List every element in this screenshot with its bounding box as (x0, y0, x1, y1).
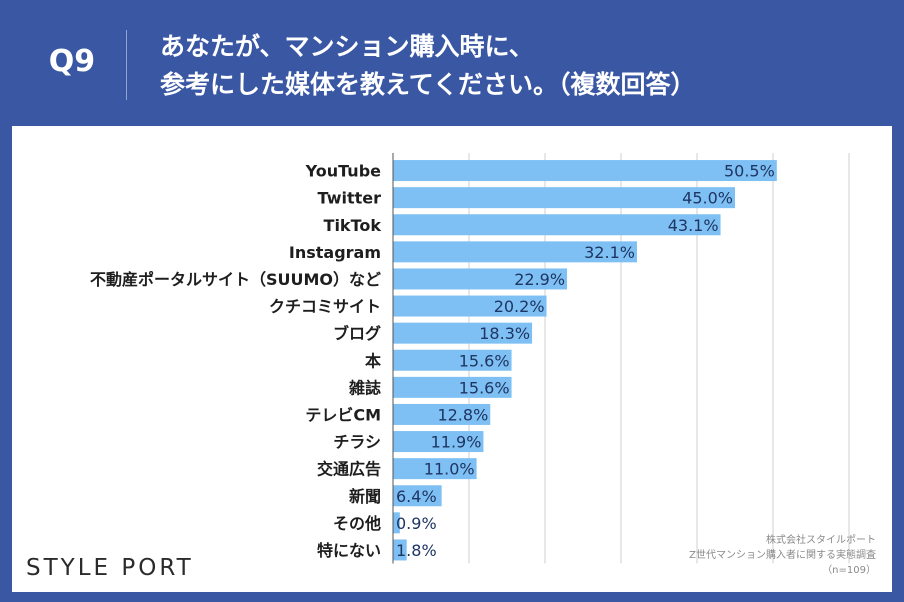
source-survey: Z世代マンション購入者に関する実態調査 (689, 550, 876, 561)
bar (393, 349, 512, 371)
category-label: TikTok (324, 216, 382, 235)
bar (393, 214, 721, 236)
value-label: 18.3% (479, 324, 530, 343)
value-label: 1.8% (396, 541, 437, 560)
bar-chart: YouTube 50.5% Twitter 45.0% TikTok 43.1% Insta… (90, 153, 850, 564)
source-company: 株式会社スタイルポート (766, 535, 876, 546)
chart-panel: YouTube 50.5% Twitter 45.0% TikTok 43.1% Insta… (12, 126, 892, 592)
category-label: テレビCM (305, 405, 381, 424)
value-label: 32.1% (584, 243, 635, 262)
value-label: 11.0% (424, 460, 475, 479)
category-label: Instagram (289, 243, 381, 262)
value-label: 43.1% (668, 216, 719, 235)
category-label: 不動産ポータルサイト（SUUMO）など (90, 270, 381, 289)
bar (393, 403, 491, 425)
value-label: 12.8% (437, 405, 488, 424)
brand-logo: STYLE PORT (26, 555, 194, 581)
category-label: YouTube (305, 162, 382, 181)
category-label: 交通広告 (317, 460, 381, 479)
value-label: 11.9% (431, 433, 482, 452)
category-label: チラシ (333, 433, 381, 452)
category-label: ブログ (333, 324, 381, 343)
value-label: 45.0% (682, 189, 733, 208)
question-number: Q9 (48, 44, 96, 79)
bar (393, 431, 484, 453)
bar (393, 512, 400, 534)
bar (393, 539, 407, 561)
category-label: その他 (333, 514, 381, 533)
value-label: 20.2% (494, 297, 545, 316)
category-label: 本 (365, 351, 381, 370)
bar (393, 376, 512, 398)
bar (393, 485, 442, 507)
category-label: 雑誌 (348, 378, 381, 397)
question-title: あなたが、マンション購入時に、 参考にした媒体を教えてください。（複数回答） (160, 28, 880, 104)
bar (393, 295, 547, 317)
category-label: Twitter (318, 189, 382, 208)
category-label: 新聞 (349, 487, 381, 506)
question-title-line1: あなたが、マンション購入時に、 (160, 32, 534, 61)
header-divider (126, 30, 127, 100)
value-label: 50.5% (724, 162, 775, 181)
header: Q9 あなたが、マンション購入時に、 参考にした媒体を教えてください。（複数回答… (0, 0, 904, 126)
bar (393, 268, 568, 290)
bar (393, 458, 477, 480)
category-label: 特にない (317, 541, 381, 560)
bar (393, 187, 735, 209)
source-note: 株式会社スタイルポート Z世代マンション購入者に関する実態調査 （n=109） (556, 533, 876, 578)
value-label: 6.4% (396, 487, 437, 506)
bar (393, 160, 777, 182)
category-label: クチコミサイト (269, 297, 381, 316)
value-label: 15.6% (459, 378, 510, 397)
value-label: 0.9% (396, 514, 437, 533)
bar (393, 322, 533, 344)
source-sample-size: （n=109） (822, 565, 876, 576)
question-title-line2: 参考にした媒体を教えてください。（複数回答） (160, 70, 696, 99)
value-label: 15.6% (459, 351, 510, 370)
value-label: 22.9% (514, 270, 565, 289)
bar (393, 241, 637, 263)
